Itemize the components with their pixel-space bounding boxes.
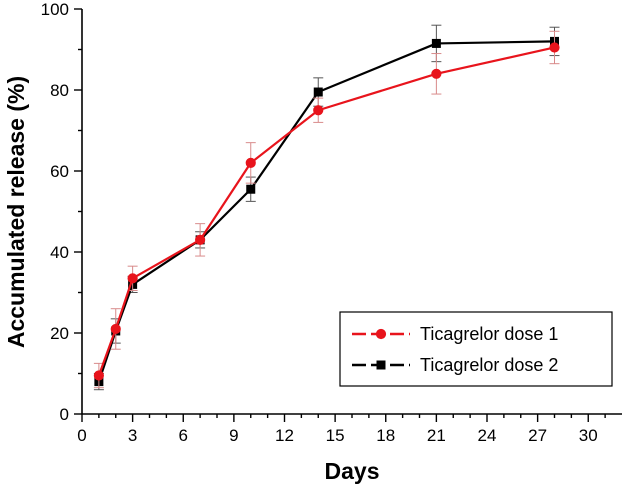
x-axis-title: Days <box>325 458 380 484</box>
y-tick-label: 60 <box>50 162 69 181</box>
legend-label: Ticagrelor dose 1 <box>420 324 558 344</box>
data-point <box>313 87 323 97</box>
legend-marker <box>375 328 387 340</box>
data-point <box>127 273 138 284</box>
x-tick-label: 9 <box>229 426 238 445</box>
y-tick-label: 40 <box>50 243 69 262</box>
legend-marker <box>376 360 386 370</box>
series-line <box>97 46 555 376</box>
y-tick-label: 80 <box>50 81 69 100</box>
x-tick-label: 15 <box>326 426 345 445</box>
legend-entry-1: Ticagrelor dose 1 <box>352 324 558 344</box>
data-point <box>246 184 256 194</box>
x-tick-label: 6 <box>179 426 188 445</box>
data-point <box>93 370 104 381</box>
y-tick-label: 0 <box>60 405 69 424</box>
data-point <box>313 105 324 116</box>
x-tick-label: 3 <box>128 426 137 445</box>
x-tick-label: 18 <box>376 426 395 445</box>
legend-entry-2: Ticagrelor dose 2 <box>352 355 558 375</box>
x-tick-label: 12 <box>275 426 294 445</box>
y-tick-label: 100 <box>41 0 69 19</box>
series-layer <box>93 24 560 391</box>
y-axis-title: Accumulated release (%) <box>3 76 29 348</box>
x-tick-label: 27 <box>528 426 547 445</box>
data-point <box>431 38 441 48</box>
data-point <box>195 234 206 245</box>
data-point <box>549 42 560 53</box>
x-tick-label: 21 <box>427 426 446 445</box>
x-tick-label: 24 <box>478 426 497 445</box>
y-tick-label: 20 <box>50 324 69 343</box>
data-point <box>431 68 442 79</box>
series-1 <box>93 30 560 389</box>
legend: Ticagrelor dose 1 Ticagrelor dose 2 <box>339 311 613 387</box>
legend-box <box>339 311 613 387</box>
legend-label: Ticagrelor dose 2 <box>420 355 558 375</box>
data-point <box>110 323 121 335</box>
x-ticks: 0 3 6 9 12 15 18 21 24 27 30 <box>77 414 606 445</box>
y-ticks: 0 20 40 60 80 100 <box>41 0 82 424</box>
data-point <box>245 157 256 168</box>
x-tick-label: 30 <box>579 426 598 445</box>
x-tick-label: 0 <box>77 426 86 445</box>
